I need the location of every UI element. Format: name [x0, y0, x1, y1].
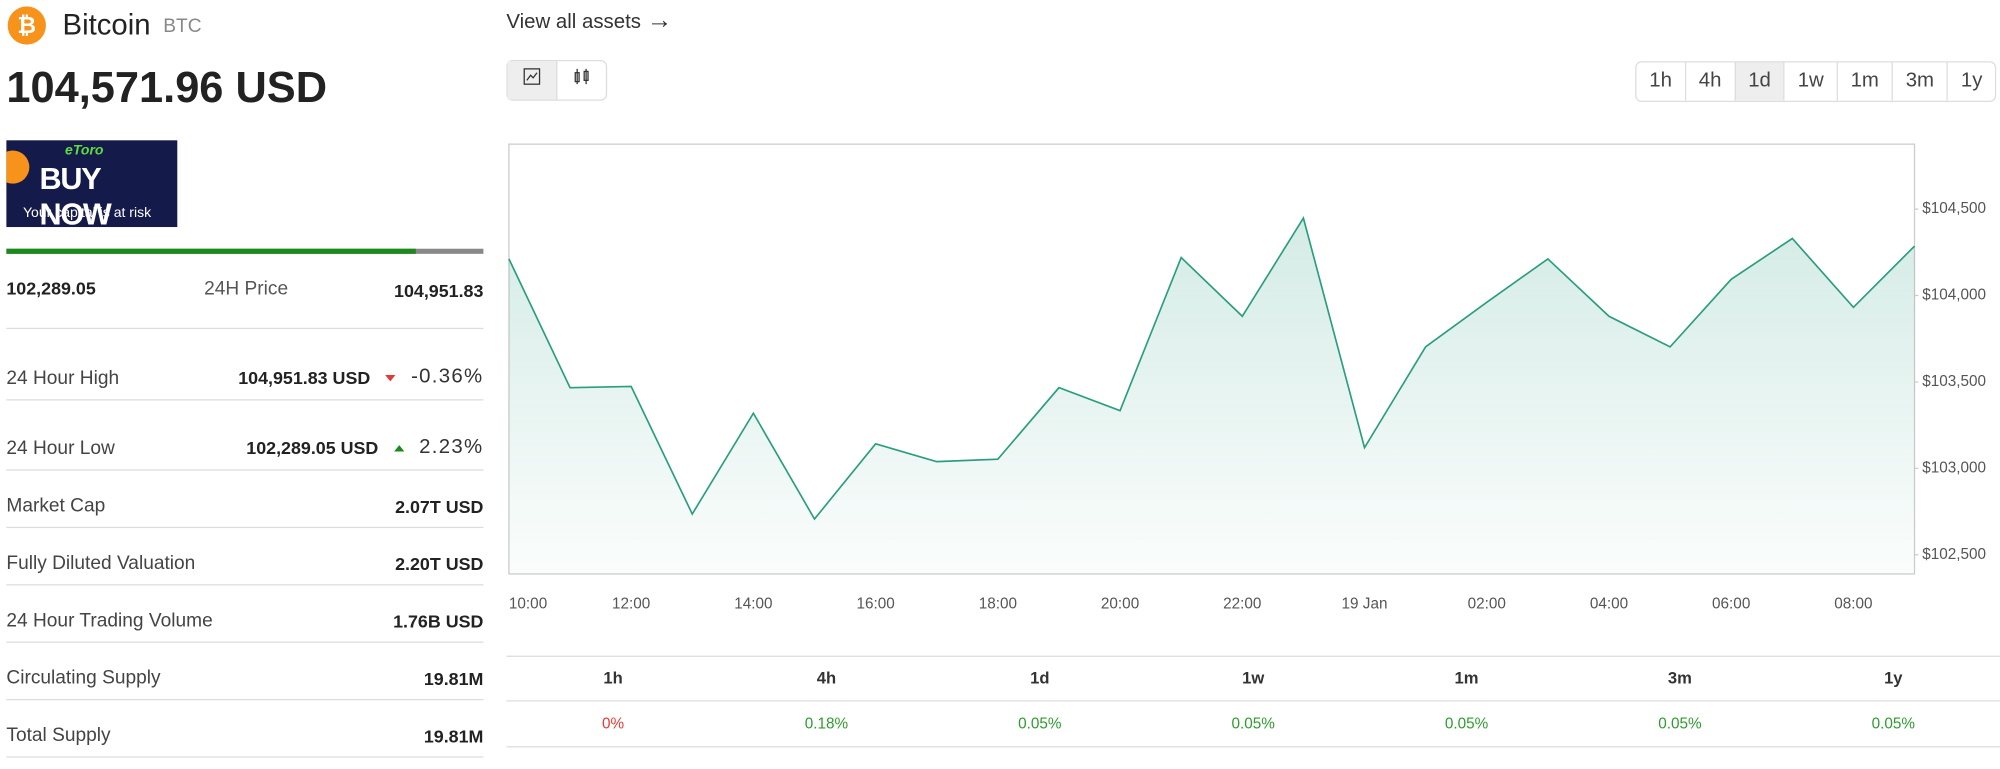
stat-row: Total Supply 19.81M: [6, 700, 484, 758]
y-tick-label: $103,000: [1922, 459, 1986, 476]
x-tick-label: 02:00: [1468, 596, 1506, 613]
timeframe-button[interactable]: 3m: [1891, 62, 1947, 101]
candle-chart-button[interactable]: [557, 61, 605, 99]
period-header: 1h: [603, 668, 623, 688]
stat-label: Market Cap: [6, 494, 106, 517]
view-all-text: View all assets: [506, 11, 641, 34]
ad-disclaimer: Your capital is at risk: [22, 205, 152, 221]
btc-logo: ₿: [7, 6, 46, 45]
x-tick-label: 20:00: [1101, 596, 1139, 613]
icon: [574, 68, 589, 85]
x-tick-label: 18:00: [979, 596, 1017, 613]
view-all-link[interactable]: View all assets →: [506, 6, 672, 35]
period-change: 0.05%: [1231, 714, 1275, 733]
period-header: 1d: [1030, 668, 1050, 688]
period-change: 0.05%: [1658, 714, 1702, 733]
period-change: 0.18%: [804, 714, 849, 733]
table-rule: [506, 746, 2000, 748]
range-high: 104,951.83: [394, 280, 484, 302]
stat-value: 1.76B USD: [393, 610, 484, 632]
chart-type-toggle: [506, 59, 608, 101]
period-change: 0.05%: [1444, 714, 1489, 733]
range-low: 102,289.05: [6, 278, 96, 299]
table-rule: [506, 700, 2000, 702]
stat-label: 24 Hour High: [6, 367, 120, 390]
timeframe-button[interactable]: 1w: [1783, 62, 1837, 101]
timeframe-button[interactable]: 1m: [1836, 62, 1892, 101]
period-header: 3m: [1667, 668, 1692, 688]
y-tick-label: $102,500: [1922, 546, 1986, 563]
x-tick-label: 12:00: [612, 596, 650, 613]
x-tick-label: 04:00: [1590, 596, 1628, 613]
stat-row: Circulating Supply 19.81M: [6, 643, 484, 701]
stat-value: 19.81M: [423, 668, 484, 689]
stat-row: Fully Diluted Valuation 2.20T USD: [6, 528, 484, 586]
range-label: 24H Price: [204, 278, 289, 300]
stat-label: Fully Diluted Valuation: [6, 552, 196, 574]
stat-value: 2.07T USD: [395, 496, 484, 517]
x-tick-label: 06:00: [1712, 596, 1750, 613]
stat-amount: 102,289.05 USD: [246, 437, 379, 458]
y-tick-label: $103,500: [1922, 373, 1986, 390]
stat-row: Market Cap 2.07T USD: [6, 471, 484, 529]
period-change: 0%: [602, 714, 625, 733]
x-tick-label: 16:00: [856, 596, 894, 613]
svg-text:₿: ₿: [17, 12, 36, 38]
table-rule: [506, 655, 2000, 657]
timeframe-button[interactable]: 1d: [1734, 62, 1784, 101]
stat-value: 104,951.83 USD -0.36%: [238, 366, 483, 389]
asset-symbol: BTC: [163, 15, 202, 37]
ad-coin: [6, 150, 30, 184]
stat-row: 24 Hour Trading Volume 1.76B USD: [6, 585, 484, 643]
price: 104,571.96 USD: [6, 63, 328, 113]
ad-headline: BUY NOW: [39, 161, 112, 228]
stat-value: 2.20T USD: [395, 553, 484, 574]
x-tick-label: 14:00: [734, 596, 772, 613]
period-change: 0.05%: [1871, 714, 1915, 733]
trend-arrow: [393, 444, 404, 451]
stat-change: 2.23%: [419, 436, 484, 458]
divider: [6, 327, 484, 330]
stat-value: 102,289.05 USD 2.23%: [246, 436, 483, 459]
timeframe-button[interactable]: 1y: [1946, 62, 1995, 101]
line-chart-button[interactable]: [507, 61, 558, 100]
period-header: 1m: [1454, 668, 1479, 688]
ad-brand: eToro: [65, 142, 104, 159]
price-line: [508, 216, 1916, 521]
stat-value: 19.81M: [423, 725, 484, 747]
stat-row: 24 Hour Low 102,289.05 USD 2.23%: [6, 413, 484, 471]
range-track: [6, 248, 484, 254]
stat-change: -0.36%: [411, 366, 484, 388]
x-tick-label: 22:00: [1223, 596, 1261, 613]
x-tick-label: 10:00: [509, 596, 547, 613]
y-tick-label: $104,000: [1922, 287, 1986, 304]
timeframe-button[interactable]: 4h: [1684, 62, 1734, 101]
x-tick-label: 19 Jan: [1342, 596, 1388, 613]
stat-label: 24 Hour Trading Volume: [6, 609, 213, 632]
ad-banner[interactable]: eToro BUY NOW Your capital is at risk: [6, 140, 178, 228]
x-tick-label: 08:00: [1834, 596, 1872, 613]
period-header: 1y: [1884, 668, 1903, 688]
period-header: 1w: [1242, 668, 1265, 688]
y-tick-label: $104,500: [1922, 200, 1986, 217]
area: [508, 218, 1915, 574]
arrow-icon: →: [646, 6, 673, 35]
timeframe-button[interactable]: 1h: [1649, 70, 1672, 92]
stat-row: 24 Hour High 104,951.83 USD -0.36%: [6, 343, 484, 401]
period-header: 4h: [816, 668, 837, 688]
asset-name: Bitcoin: [62, 7, 151, 41]
stat-label: 24 Hour Low: [6, 437, 115, 460]
trend-arrow: [385, 374, 396, 381]
period-change: 0.05%: [1018, 714, 1062, 733]
stat-amount: 104,951.83 USD: [238, 367, 371, 388]
timeframe-selector: 1h 4h 1d 1w 1m 3m 1y: [1635, 61, 1997, 103]
icon: [523, 68, 541, 85]
stat-label: Total Supply: [6, 724, 111, 747]
range-fill: [6, 248, 416, 254]
stat-label: Circulating Supply: [6, 667, 161, 689]
